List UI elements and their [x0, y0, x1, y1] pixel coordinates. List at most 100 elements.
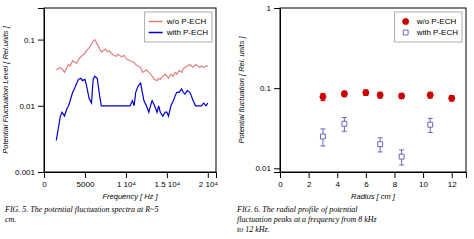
error-bar: [363, 90, 368, 96]
x-tick: 8: [393, 172, 398, 189]
x-axis-title: Frequency [ Hz ]: [102, 192, 158, 201]
point: [428, 122, 433, 127]
y-tick: 0.01: [255, 164, 280, 173]
error-bar: [428, 92, 433, 98]
x-tick: 1.5 10⁴: [155, 172, 181, 189]
legend-label: with P-ECH: [416, 28, 459, 37]
legend-label: with P-ECH: [166, 28, 209, 37]
error-bar: [342, 91, 347, 97]
y-tick-mark: [38, 40, 44, 41]
plot-frame: [44, 8, 216, 172]
y-axis-title: Potential Fluctuation Level [ Rel.units …: [1, 25, 10, 153]
point: [341, 91, 347, 97]
error-bar: [449, 96, 454, 102]
legend: w/o P-ECH with P-ECH: [145, 12, 212, 42]
legend-item: w/o P-ECH: [403, 17, 457, 26]
y-tick: 1: [267, 4, 280, 13]
y-tick-mark: [274, 8, 280, 9]
x-tick-label: 2: [307, 180, 312, 189]
y-tick-label: 0.01: [19, 102, 35, 111]
x-tick: 4: [336, 172, 341, 189]
x-tick-mark: [309, 172, 310, 178]
x-tick: 10: [419, 172, 428, 189]
x-tick-label: 1.5 10⁴: [155, 180, 181, 189]
caption-line: FIG. 6. The radial profile of potential: [236, 205, 358, 214]
y-axis: 0.001 0.01 0.1: [15, 9, 45, 178]
x-tick-mark: [394, 172, 395, 178]
error-bar: [320, 93, 325, 100]
x-tick: 0: [42, 172, 47, 189]
x-tick: 2 10⁴: [199, 172, 219, 189]
caption-line: FIG. 5. The potential fluctuation spectr…: [4, 205, 158, 214]
x-tick-label: 8: [393, 180, 398, 189]
point: [377, 92, 383, 98]
point: [378, 142, 383, 147]
error-bar: [320, 129, 325, 146]
y-tick-mark: [38, 106, 44, 107]
y-tick: 0.01: [19, 102, 44, 111]
x-tick: 6: [364, 172, 369, 189]
point: [427, 92, 433, 98]
series-line: [56, 76, 208, 140]
point: [399, 154, 404, 159]
legend-item: with P-ECH: [403, 28, 458, 37]
error-bar: [428, 118, 433, 132]
legend-box: [145, 12, 212, 42]
x-tick-mark: [423, 172, 424, 178]
caption-line: cm.: [5, 215, 16, 224]
y-tick-label: 0.1: [260, 84, 272, 93]
point: [449, 95, 455, 101]
error-bar: [342, 118, 347, 132]
x-tick-mark: [208, 172, 209, 178]
error-bar: [399, 150, 404, 165]
x-tick-label: 0: [42, 180, 47, 189]
y-tick-mark: [274, 168, 280, 169]
y-tick-label: 0.1: [24, 36, 36, 45]
series-line: [56, 40, 208, 81]
y-tick: 0.1: [24, 36, 44, 45]
error-bar: [378, 92, 383, 98]
legend-item: with P-ECH: [149, 28, 209, 37]
point: [320, 94, 326, 100]
x-axis: 0 2 4 6 8 10 12: [278, 172, 466, 189]
plot-frame: [280, 8, 466, 172]
x-tick-label: 2 10⁴: [199, 180, 219, 189]
x-tick-label: 5000: [77, 180, 95, 189]
x-tick-mark: [337, 172, 338, 178]
point: [342, 121, 347, 126]
panel: 0246810120.010.11Radius [ cm ]Potential …: [237, 4, 467, 201]
y-tick-label: 1: [267, 4, 272, 13]
x-tick-mark: [167, 172, 168, 178]
y-tick-label: 0.001: [15, 168, 36, 177]
legend-box: [395, 12, 462, 42]
error-bar: [378, 138, 383, 152]
x-tick-mark: [452, 172, 453, 178]
legend-swatch: [149, 32, 163, 34]
caption: FIG. 6. The radial profile of potentialf…: [236, 205, 377, 234]
legend-swatch: [149, 21, 163, 23]
x-tick: 1 10⁴: [117, 172, 137, 189]
x-tick-mark: [126, 172, 127, 178]
legend-swatch: [403, 19, 409, 25]
legend: w/o P-ECH with P-ECH: [395, 12, 462, 42]
x-tick-mark: [366, 172, 367, 178]
x-tick: 0: [278, 172, 283, 189]
panel: 0 5000 1 10⁴ 1.5 10⁴ 2 10⁴ 0.001 0.01 0.1 Freque…: [1, 8, 218, 201]
x-tick-label: 12: [448, 180, 457, 189]
y-tick: 0.1: [260, 84, 280, 93]
caption-line: to 12 kHz.: [237, 225, 270, 234]
y-axis: 0.01 0.1 1: [255, 4, 280, 173]
x-tick: 12: [448, 172, 457, 189]
x-tick-label: 1 10⁴: [117, 180, 137, 189]
y-axis-title: Potential fluctuation [ Rel. units ]: [237, 36, 246, 144]
caption-line: fluctuation peaks at a frequency from 8 …: [237, 215, 377, 224]
legend-label: w/o P-ECH: [166, 17, 207, 26]
y-tick: 0.001: [15, 168, 44, 177]
y-tick-mark: [274, 88, 280, 89]
plot-area: [320, 90, 455, 165]
y-tick-mark: [38, 172, 44, 173]
caption: FIG. 5. The potential fluctuation spectr…: [4, 205, 158, 224]
y-axis-line: [38, 9, 45, 173]
x-tick-label: 4: [336, 180, 341, 189]
x-tick: 2: [307, 172, 312, 189]
